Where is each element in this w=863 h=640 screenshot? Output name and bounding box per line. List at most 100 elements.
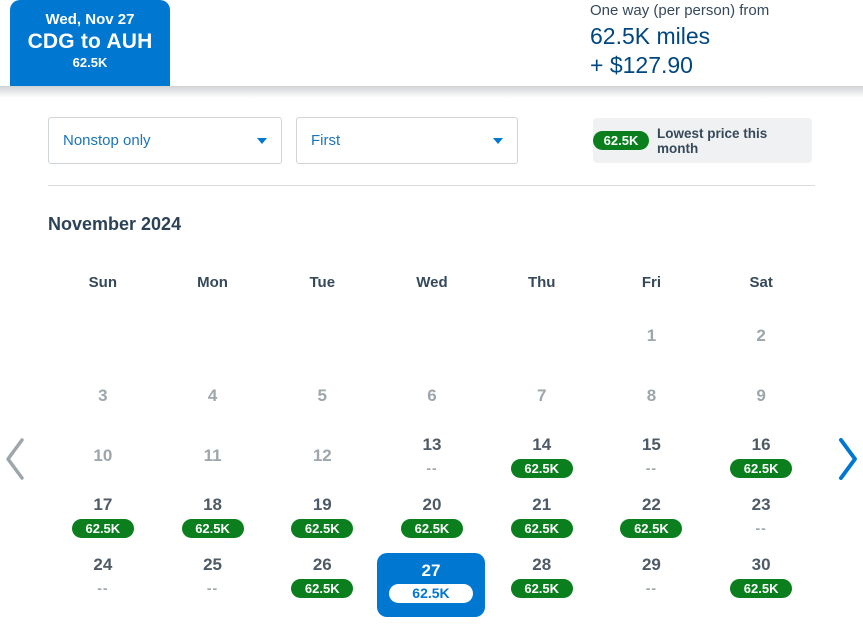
calendar-day-16[interactable]: 16 62.5K	[706, 431, 816, 491]
no-price-dash: --	[645, 580, 658, 596]
day-number: 14	[532, 435, 552, 454]
calendar-day-11: 11	[158, 431, 268, 491]
calendar-day-10: 10	[48, 431, 158, 491]
day-number: 9	[756, 386, 766, 405]
selected-day-box[interactable]: 27 62.5K	[377, 553, 485, 617]
calendar-day-5: 5	[267, 371, 377, 431]
day-number: 21	[532, 495, 552, 514]
calendar-day-14[interactable]: 14 62.5K	[487, 431, 597, 491]
calendar-day-25: 25 --	[158, 551, 268, 611]
calendar-day-17[interactable]: 17 62.5K	[48, 491, 158, 551]
day-number: 13	[422, 435, 442, 454]
day-number: 15	[641, 435, 661, 454]
chevron-left-icon	[6, 438, 24, 480]
calendar-empty-cell	[48, 311, 158, 371]
price-badge: 62.5K	[400, 519, 463, 538]
day-number: 29	[641, 555, 661, 574]
day-number: 23	[751, 495, 771, 514]
price-summary-miles: 62.5K miles	[590, 23, 711, 49]
header-shadow-divider	[0, 86, 863, 98]
calendar-day-30[interactable]: 30 62.5K	[706, 551, 816, 611]
price-badge: 62.5K	[620, 519, 683, 538]
calendar-day-4: 4	[158, 371, 268, 431]
day-number: 17	[93, 495, 113, 514]
day-number: 12	[312, 446, 332, 465]
day-number: 5	[317, 386, 328, 405]
tab-miles: 62.5K	[72, 55, 108, 70]
tab-route: CDG to AUH	[27, 30, 153, 53]
calendar-day-12: 12	[267, 431, 377, 491]
chevron-right-icon	[839, 438, 857, 480]
calendar-day-20[interactable]: 20 62.5K	[377, 491, 487, 551]
next-month-button[interactable]	[833, 436, 861, 482]
day-number: 4	[207, 386, 218, 405]
day-number: 2	[756, 326, 766, 345]
calendar-day-9: 9	[706, 371, 816, 431]
day-number: 27	[421, 561, 441, 580]
day-number: 7	[536, 386, 547, 405]
no-price-dash: --	[206, 580, 219, 596]
day-number: 1	[646, 326, 657, 345]
stops-dropdown[interactable]: Nonstop only	[48, 117, 282, 164]
price-badge: 62.5K	[291, 579, 354, 598]
calendar-grid: 1 2 3 4 5 6 7 8 9 10 11 12 13 -- 14 62.5K 15 -- 16 62.5K 17 6…	[48, 311, 816, 617]
calendar-day-21[interactable]: 21 62.5K	[487, 491, 597, 551]
previous-month-button[interactable]	[2, 436, 30, 482]
section-divider	[48, 185, 815, 186]
day-number: 16	[751, 435, 771, 454]
calendar-day-18[interactable]: 18 62.5K	[158, 491, 268, 551]
price-badge: 62.5K	[510, 459, 573, 478]
month-title: November 2024	[48, 214, 182, 234]
calendar-day-28[interactable]: 28 62.5K	[487, 551, 597, 611]
day-number: 26	[312, 555, 332, 574]
day-number: 30	[751, 555, 771, 574]
calendar-day-3: 3	[48, 371, 158, 431]
calendar-day-19[interactable]: 19 62.5K	[267, 491, 377, 551]
day-number: 28	[532, 555, 552, 574]
no-price-dash: --	[755, 520, 767, 536]
calendar-day-24: 24 --	[48, 551, 158, 611]
calendar-day-27[interactable]: 27 62.5K	[377, 551, 487, 617]
weekday-sat: Sat	[749, 274, 773, 291]
weekday-wed: Wed	[416, 274, 448, 291]
price-badge: 62.5K	[291, 519, 354, 538]
price-badge: 62.5K	[510, 519, 573, 538]
day-number: 6	[427, 386, 437, 405]
calendar-empty-cell	[267, 311, 377, 371]
calendar-day-13: 13 --	[377, 431, 487, 491]
selected-date-tab[interactable]: Wed, Nov 27 CDG to AUH 62.5K	[10, 0, 170, 86]
price-badge: 62.5K	[730, 579, 793, 598]
calendar-day-7: 7	[487, 371, 597, 431]
cabin-dropdown-value: First	[311, 132, 341, 149]
price-badge: 62.5K	[388, 584, 473, 603]
calendar-day-6: 6	[377, 371, 487, 431]
day-number: 24	[93, 555, 113, 574]
calendar-day-29: 29 --	[597, 551, 707, 611]
price-badge: 62.5K	[71, 519, 134, 538]
calendar-day-22[interactable]: 22 62.5K	[597, 491, 707, 551]
lowest-price-label: Lowest price this month	[657, 125, 768, 156]
day-number: 25	[203, 555, 223, 574]
day-number: 10	[93, 446, 113, 465]
lowest-price-badge: 62.5K	[593, 131, 649, 150]
day-number: 18	[203, 495, 223, 514]
day-number: 22	[641, 495, 661, 514]
cabin-dropdown[interactable]: First	[296, 117, 518, 164]
day-number: 19	[312, 495, 332, 514]
price-badge: 62.5K	[730, 459, 793, 478]
stops-dropdown-value: Nonstop only	[63, 132, 151, 149]
calendar-empty-cell	[487, 311, 597, 371]
weekday-sun: Sun	[88, 274, 118, 291]
calendar-empty-cell	[377, 311, 487, 371]
calendar-day-26[interactable]: 26 62.5K	[267, 551, 377, 611]
calendar-day-2: 2	[706, 311, 816, 371]
day-number: 20	[422, 495, 442, 514]
no-price-dash: --	[426, 460, 438, 476]
price-summary-taxes: + $127.90	[590, 52, 693, 78]
day-number: 3	[98, 386, 108, 405]
calendar-day-8: 8	[597, 371, 707, 431]
weekday-fri: Fri	[641, 274, 661, 291]
calendar-empty-cell	[158, 311, 268, 371]
calendar-day-15: 15 --	[597, 431, 707, 491]
price-summary: One way (per person) from 62.5K miles + …	[590, 2, 769, 79]
